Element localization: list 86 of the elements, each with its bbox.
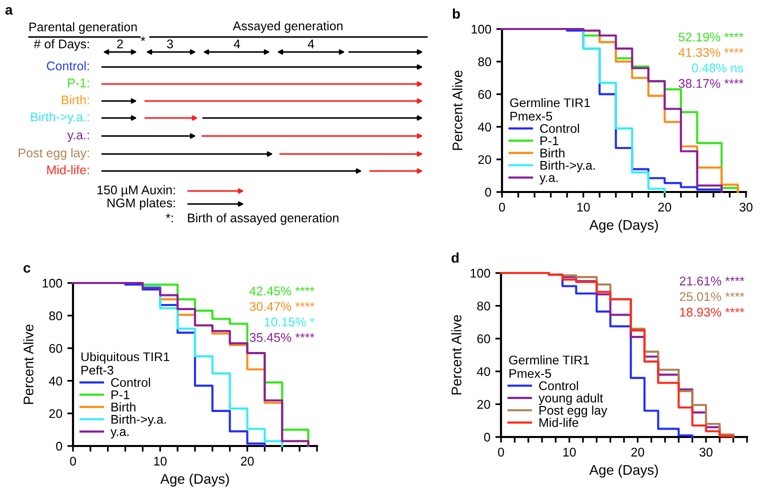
annotation: 42.45% **** (250, 286, 314, 296)
chart-title: b (452, 8, 460, 19)
y-tick-label: 40 (478, 122, 492, 132)
text: P-1: (68, 78, 89, 88)
legend-label: Control (539, 381, 578, 390)
chart-title: d (452, 252, 459, 263)
legend-title: Germline TIR1 Pmex-5 (509, 355, 589, 378)
text: # of Days: (34, 39, 89, 51)
annotation: 10.15% * (264, 318, 314, 326)
x-tick-label: 10 (154, 456, 167, 466)
x-tick-label: 30 (740, 202, 752, 212)
y-tick-label: 80 (49, 311, 62, 320)
text: Birth: (62, 95, 89, 104)
x-tick-label: 20 (240, 456, 254, 466)
y-tick-label: 60 (477, 334, 490, 344)
legend-label: Control (111, 378, 150, 387)
text: Birth of assayed generation (188, 213, 338, 225)
text: 2 (117, 40, 123, 48)
legend-label: y.a. (540, 175, 558, 184)
y-tick-label: 40 (48, 376, 62, 386)
y-tick-label: 60 (49, 344, 62, 353)
text: 3 (167, 40, 173, 48)
legend-label: Birth->y.a. (112, 414, 166, 426)
legend-label: Post egg lay (540, 406, 608, 418)
y-axis-title: Percent Alive (452, 70, 462, 150)
text: Parental generation (29, 22, 137, 34)
y-tick-label: 20 (49, 409, 62, 418)
legend-label: Control (540, 124, 579, 133)
y-tick-label: 20 (478, 155, 492, 164)
legend-label: young adult (538, 393, 604, 405)
text: 4 (234, 40, 240, 48)
annotation: 25.01% **** (680, 292, 744, 302)
text: * (140, 36, 146, 42)
annotation: 30.47% **** (250, 302, 314, 311)
x-tick-label: 10 (563, 448, 576, 457)
legend-label: Birth->y.a. (540, 160, 595, 172)
x-axis-title: Age (Days) (589, 464, 658, 478)
legend-label: y.a. (110, 429, 129, 438)
annotation: 52.19% **** (678, 32, 744, 42)
text: Mid-life: (47, 165, 89, 174)
legend-label: Birth (112, 402, 136, 412)
x-tick-label: 20 (631, 448, 644, 457)
x-tick-label: 0 (499, 202, 505, 212)
x-tick-label: 20 (658, 202, 672, 212)
legend-label: P-1 (540, 136, 558, 146)
legend-title: Germline TIR1 Pmex-5 (510, 98, 590, 121)
text: Assayed generation (232, 21, 342, 33)
y-tick-label: 80 (477, 302, 490, 310)
y-tick-label: 80 (478, 57, 492, 66)
legend-title: Ubiquitous TIR1 Peft-3 (81, 352, 170, 375)
annotation: 35.45% **** (250, 333, 314, 342)
text: Birth->y.a.: (31, 112, 89, 124)
x-tick-label: 10 (577, 202, 590, 212)
y-tick-label: 100 (472, 24, 492, 34)
text: 150 µM Auxin: (97, 185, 175, 197)
y-tick-label: 100 (42, 278, 62, 288)
annotation: 18.93% **** (680, 308, 744, 317)
text: *: (166, 214, 173, 222)
annotation: 0.48% ns (692, 64, 744, 72)
y-tick-label: 20 (477, 400, 490, 409)
annotation: 38.17% **** (678, 79, 744, 88)
text: Control: (46, 61, 89, 70)
annotation: 41.33% **** (678, 48, 744, 57)
y-tick-label: 0 (485, 188, 492, 197)
text: 4 (308, 40, 314, 48)
y-axis-title: Percent Alive (451, 315, 462, 394)
chart-title: c (24, 265, 30, 273)
legend-label: P-1 (112, 390, 130, 400)
y-axis-title: Percent Alive (23, 324, 34, 404)
text: a (5, 7, 13, 15)
legend-label: Birth (540, 148, 564, 158)
y-tick-label: 0 (484, 432, 490, 442)
annotation: 21.61% **** (680, 276, 744, 286)
legend-label: Mid-life (540, 418, 578, 428)
x-tick-label: 0 (70, 456, 76, 466)
y-tick-label: 60 (478, 90, 492, 99)
text: y.a.: (67, 132, 89, 142)
text: Post egg lay: (18, 148, 89, 160)
text: NGM plates: (108, 198, 175, 210)
x-axis-title: Age (Days) (589, 220, 658, 233)
y-tick-label: 40 (476, 367, 490, 376)
x-tick-label: 30 (700, 448, 712, 457)
y-tick-label: 0 (56, 442, 62, 451)
x-tick-label: 0 (498, 448, 504, 457)
x-axis-title: Age (Days) (160, 474, 229, 487)
y-tick-label: 100 (470, 268, 490, 278)
